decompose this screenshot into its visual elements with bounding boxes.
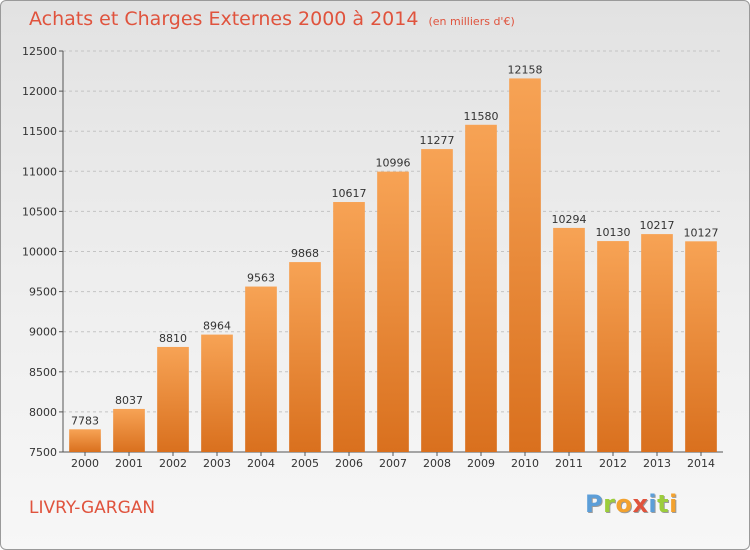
logo-letter: r — [603, 490, 616, 518]
bar-2003 — [201, 334, 233, 452]
bar-2006 — [333, 202, 365, 452]
y-tick-label: 11500 — [22, 125, 57, 138]
y-tick-label: 12000 — [22, 85, 57, 98]
y-tick-label: 9500 — [29, 286, 57, 299]
bar-2008 — [421, 149, 453, 452]
x-tick-label: 2002 — [159, 457, 187, 470]
data-label: 10996 — [376, 157, 411, 170]
x-tick-label: 2010 — [511, 457, 539, 470]
y-tick-label: 8000 — [29, 406, 57, 419]
y-tick-label: 9000 — [29, 326, 57, 339]
data-label: 10294 — [552, 213, 587, 226]
bar-2011 — [553, 227, 585, 452]
chart-title: Achats et Charges Externes 2000 à 2014 — [29, 8, 419, 30]
logo-letter: o — [615, 490, 633, 518]
data-label: 12158 — [508, 63, 543, 76]
data-label: 8964 — [203, 320, 231, 333]
bar-2014 — [685, 241, 717, 452]
x-tick-label: 2003 — [203, 457, 231, 470]
logo-letter: x — [632, 490, 649, 518]
logo-letter: P — [585, 490, 604, 518]
title-row: Achats et Charges Externes 2000 à 2014 (e… — [29, 8, 515, 30]
bar-2004 — [245, 286, 277, 452]
data-label: 9563 — [247, 272, 275, 285]
x-tick-label: 2004 — [247, 457, 275, 470]
x-tick-label: 2008 — [423, 457, 451, 470]
bar-2005 — [289, 262, 321, 452]
data-label: 10127 — [684, 226, 719, 239]
bar-2002 — [157, 346, 189, 452]
bar-2007 — [377, 171, 409, 453]
data-label: 7783 — [71, 414, 99, 427]
y-tick-label: 8500 — [29, 366, 57, 379]
y-tick-label: 10500 — [22, 205, 57, 218]
y-tick-label: 7500 — [29, 446, 57, 459]
x-tick-label: 2000 — [71, 457, 99, 470]
bars — [69, 78, 717, 453]
data-label: 11277 — [420, 134, 455, 147]
proxiti-logo: Proxiti — [585, 490, 678, 518]
labels: 7500 8000 8500 9000 9500 10000 10500 11000 11500… — [22, 45, 719, 470]
bar-2009 — [465, 124, 497, 452]
x-tick-label: 2007 — [379, 457, 407, 470]
logo-letter: t — [657, 490, 670, 518]
data-label: 10130 — [596, 226, 631, 239]
data-label: 10217 — [640, 219, 675, 232]
x-tick-label: 2009 — [467, 457, 495, 470]
y-tick-label: 10000 — [22, 246, 57, 259]
y-tick-label: 11000 — [22, 165, 57, 178]
data-label: 9868 — [291, 247, 319, 260]
bar-2001 — [113, 408, 145, 452]
data-label: 8810 — [159, 332, 187, 345]
bar-2010 — [509, 78, 541, 452]
x-tick-label: 2006 — [335, 457, 363, 470]
data-label: 10617 — [332, 187, 367, 200]
x-tick-label: 2014 — [687, 457, 715, 470]
y-tick-label: 12500 — [22, 45, 57, 58]
logo-letter: i — [669, 490, 678, 518]
bar-2000 — [69, 429, 101, 452]
bar-2012 — [597, 241, 629, 452]
x-tick-label: 2012 — [599, 457, 627, 470]
city-name: LIVRY-GARGAN — [29, 498, 156, 518]
data-label: 11580 — [464, 110, 499, 123]
data-label: 8037 — [115, 394, 143, 407]
bar-2013 — [641, 234, 673, 452]
logo-letter: i — [648, 490, 658, 518]
chart-subtitle: (en milliers d'€) — [428, 15, 515, 28]
x-tick-label: 2013 — [643, 457, 671, 470]
x-tick-label: 2001 — [115, 457, 143, 470]
x-tick-label: 2005 — [291, 457, 319, 470]
x-tick-label: 2011 — [555, 457, 583, 470]
